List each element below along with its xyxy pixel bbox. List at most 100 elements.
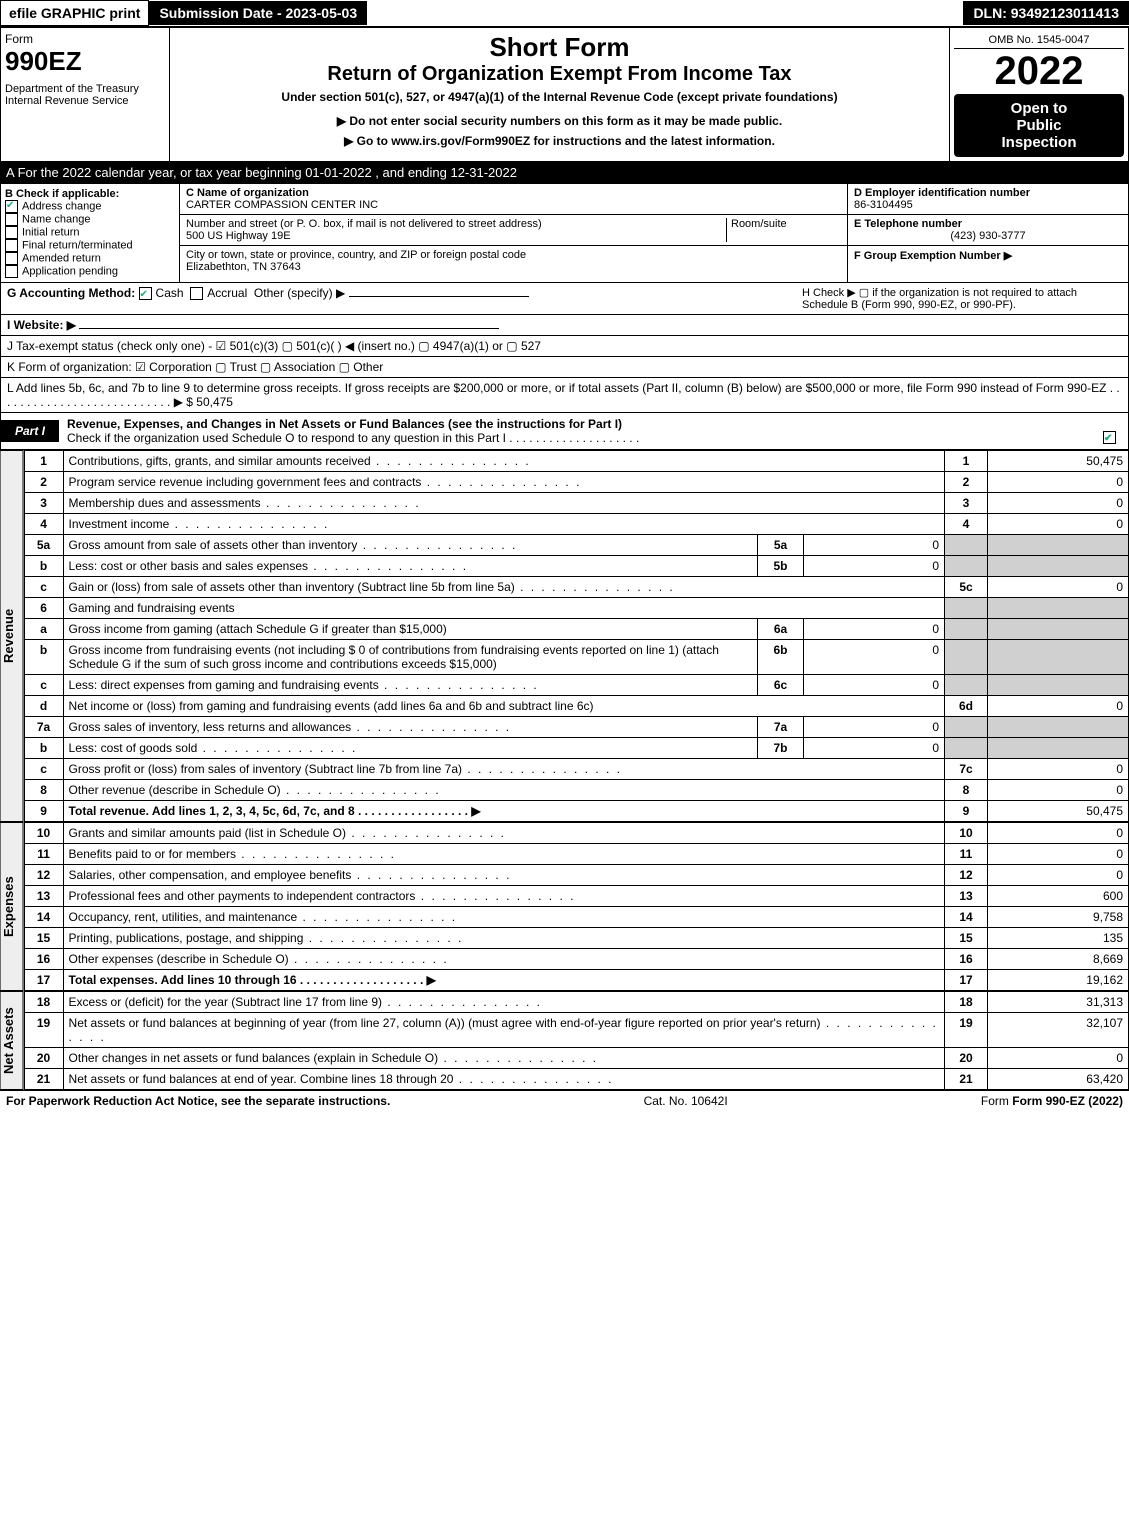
top-bar: efile GRAPHIC print Submission Date - 20… (0, 0, 1129, 27)
city-value: Elizabethton, TN 37643 (186, 261, 841, 273)
other-specify-label: Other (specify) ▶ (254, 286, 345, 300)
city-label: City or town, state or province, country… (186, 249, 841, 261)
c-label: C Name of organization (186, 187, 841, 199)
table-row: cGross profit or (loss) from sales of in… (24, 759, 1128, 780)
subtitle: Under section 501(c), 527, or 4947(a)(1)… (174, 90, 945, 104)
table-row: bLess: cost of goods sold7b0 (24, 738, 1128, 759)
street-label: Number and street (or P. O. box, if mail… (186, 218, 726, 230)
row-i-website: I Website: ▶ (0, 315, 1129, 336)
f-label: F Group Exemption Number ▶ (854, 249, 1122, 262)
table-row: aGross income from gaming (attach Schedu… (24, 619, 1128, 640)
netassets-vlabel: Net Assets (0, 991, 24, 1090)
final-return-label: Final return/terminated (22, 239, 133, 251)
form-ref: Form Form 990-EZ (2022) (981, 1094, 1123, 1108)
table-row: 13Professional fees and other payments t… (24, 886, 1128, 907)
table-row: bGross income from fundraising events (n… (24, 640, 1128, 675)
page-footer: For Paperwork Reduction Act Notice, see … (0, 1090, 1129, 1111)
revenue-vlabel: Revenue (0, 450, 24, 822)
goto-link[interactable]: ▶ Go to www.irs.gov/Form990EZ for instru… (174, 134, 945, 148)
checkbox-final-return[interactable] (5, 239, 18, 252)
inspection-label: Open to Public Inspection (954, 94, 1124, 157)
website-label: I Website: ▶ (7, 318, 76, 332)
table-row: 11Benefits paid to or for members110 (24, 844, 1128, 865)
street-value: 500 US Highway 19E (186, 230, 726, 242)
row-a-calendar-year: A For the 2022 calendar year, or tax yea… (0, 162, 1129, 183)
irs-label: Internal Revenue Service (5, 95, 165, 107)
ein-value: 86-3104495 (854, 199, 1122, 211)
dept-label: Department of the Treasury (5, 83, 165, 95)
checkbox-amended-return[interactable] (5, 252, 18, 265)
form-header: Form 990EZ Department of the Treasury In… (0, 27, 1129, 162)
cat-no: Cat. No. 10642I (644, 1094, 728, 1108)
table-row: 5aGross amount from sale of assets other… (24, 535, 1128, 556)
entity-info-grid: B Check if applicable: Address change Na… (0, 183, 1129, 283)
table-row: dNet income or (loss) from gaming and fu… (24, 696, 1128, 717)
d-label: D Employer identification number (854, 187, 1122, 199)
checkbox-cash[interactable] (139, 287, 152, 300)
table-row: 16Other expenses (describe in Schedule O… (24, 949, 1128, 970)
expenses-vlabel: Expenses (0, 822, 24, 991)
table-row: 10Grants and similar amounts paid (list … (24, 823, 1128, 844)
box-b: B Check if applicable: Address change Na… (1, 184, 180, 282)
cash-label: Cash (156, 286, 184, 300)
box-def: D Employer identification number 86-3104… (848, 184, 1128, 282)
public: Public (960, 117, 1118, 134)
paperwork-notice: For Paperwork Reduction Act Notice, see … (6, 1094, 390, 1108)
table-row: bLess: cost or other basis and sales exp… (24, 556, 1128, 577)
table-row: 17Total expenses. Add lines 10 through 1… (24, 970, 1128, 991)
omb-number: OMB No. 1545-0047 (954, 32, 1124, 49)
table-row: cGain or (loss) from sale of assets othe… (24, 577, 1128, 598)
form-number: 990EZ (5, 46, 165, 77)
e-label: E Telephone number (854, 218, 1122, 230)
main-title: Return of Organization Exempt From Incom… (174, 63, 945, 86)
phone-value: (423) 930-3777 (854, 230, 1122, 242)
table-row: 20Other changes in net assets or fund ba… (24, 1048, 1128, 1069)
checkbox-application-pending[interactable] (5, 265, 18, 278)
row-h: H Check ▶ ▢ if the organization is not r… (802, 286, 1122, 311)
part1-netassets-table: 18Excess or (deficit) for the year (Subt… (24, 991, 1129, 1090)
checkbox-accrual[interactable] (190, 287, 203, 300)
g-label: G Accounting Method: (7, 286, 135, 300)
table-row: 4Investment income40 (24, 514, 1128, 535)
submission-date: Submission Date - 2023-05-03 (149, 1, 367, 25)
part1-revenue-table: 1Contributions, gifts, grants, and simil… (24, 450, 1129, 822)
box-c: C Name of organization CARTER COMPASSION… (180, 184, 848, 282)
ssn-warning: ▶ Do not enter social security numbers o… (174, 114, 945, 128)
table-row: 14Occupancy, rent, utilities, and mainte… (24, 907, 1128, 928)
table-row: 21Net assets or fund balances at end of … (24, 1069, 1128, 1090)
open-to: Open to (960, 100, 1118, 117)
part-1-checkline: Check if the organization used Schedule … (67, 431, 639, 445)
table-row: cLess: direct expenses from gaming and f… (24, 675, 1128, 696)
table-row: 12Salaries, other compensation, and empl… (24, 865, 1128, 886)
box-b-label: B Check if applicable: (5, 188, 175, 200)
inspection: Inspection (960, 134, 1118, 151)
name-change-label: Name change (22, 213, 91, 225)
part-1-header: Part I Revenue, Expenses, and Changes in… (0, 413, 1129, 450)
addr-change-label: Address change (22, 200, 102, 212)
tax-year: 2022 (954, 49, 1124, 94)
dln-number: DLN: 93492123011413 (963, 1, 1129, 25)
table-row: 9Total revenue. Add lines 1, 2, 3, 4, 5c… (24, 801, 1128, 822)
row-g-h: G Accounting Method: Cash Accrual Other … (0, 283, 1129, 315)
table-row: 7aGross sales of inventory, less returns… (24, 717, 1128, 738)
part-1-title: Revenue, Expenses, and Changes in Net As… (67, 417, 622, 431)
checkbox-name-change[interactable] (5, 213, 18, 226)
checkbox-schedule-o-part1[interactable] (1103, 431, 1116, 444)
initial-return-label: Initial return (22, 226, 79, 238)
checkbox-initial-return[interactable] (5, 226, 18, 239)
row-l-gross-receipts: L Add lines 5b, 6c, and 7b to line 9 to … (0, 378, 1129, 413)
accrual-label: Accrual (207, 286, 247, 300)
table-row: 8Other revenue (describe in Schedule O)8… (24, 780, 1128, 801)
amended-return-label: Amended return (22, 252, 101, 264)
short-form-title: Short Form (174, 32, 945, 63)
table-row: 6Gaming and fundraising events (24, 598, 1128, 619)
part1-expenses-table: 10Grants and similar amounts paid (list … (24, 822, 1129, 991)
table-row: 15Printing, publications, postage, and s… (24, 928, 1128, 949)
org-name: CARTER COMPASSION CENTER INC (186, 199, 841, 211)
table-row: 1Contributions, gifts, grants, and simil… (24, 451, 1128, 472)
efile-print-button[interactable]: efile GRAPHIC print (0, 0, 149, 26)
row-j-tax-exempt: J Tax-exempt status (check only one) - ☑… (0, 336, 1129, 357)
form-word: Form (5, 32, 165, 46)
table-row: 3Membership dues and assessments30 (24, 493, 1128, 514)
checkbox-address-change[interactable] (5, 200, 18, 213)
